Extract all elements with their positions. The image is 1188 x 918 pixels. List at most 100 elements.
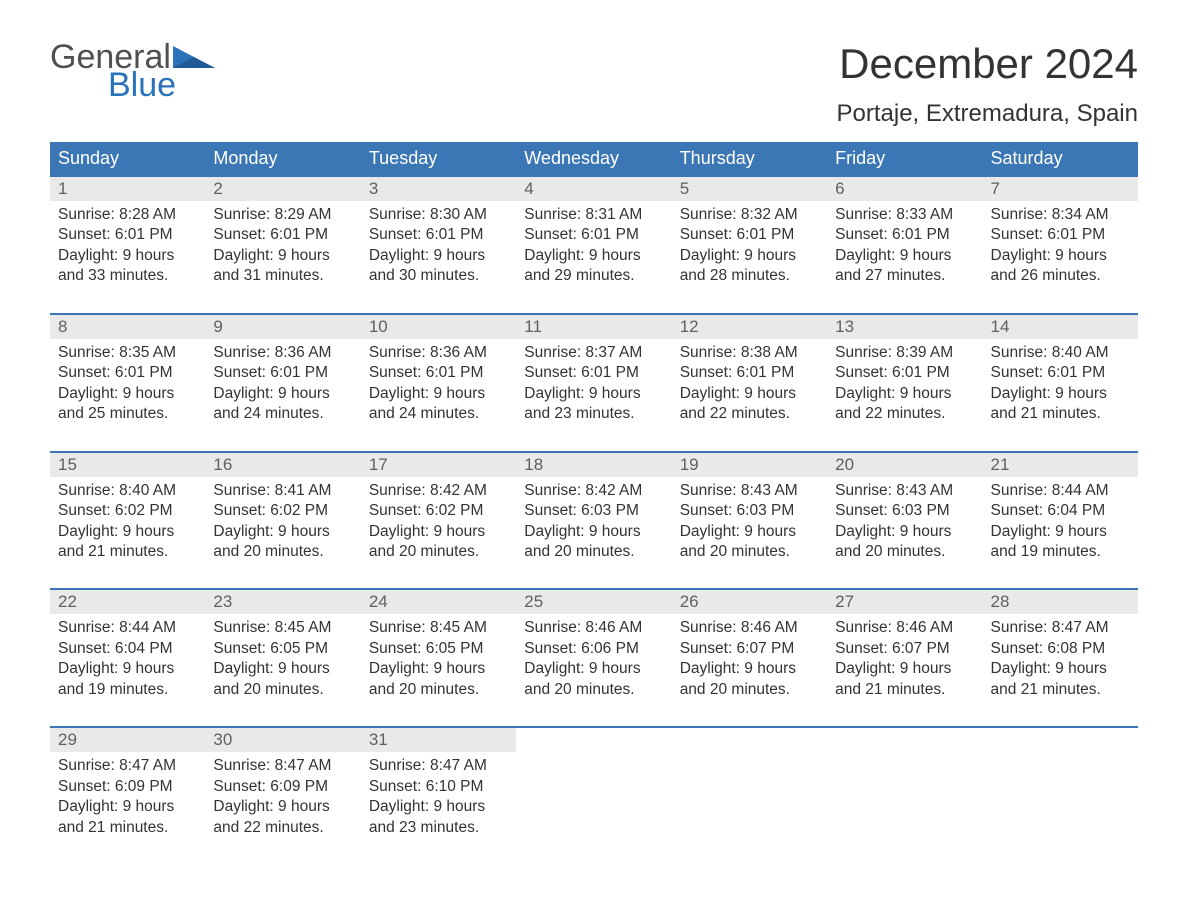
day-info: Sunrise: 8:37 AMSunset: 6:01 PMDaylight:… [516,339,671,452]
sunset-text: Sunset: 6:07 PM [835,639,974,659]
day-info: Sunrise: 8:36 AMSunset: 6:01 PMDaylight:… [361,339,516,452]
daylight-text: and 25 minutes. [58,404,197,424]
daylight-text: and 20 minutes. [369,680,508,700]
daylight-text: Daylight: 9 hours [835,246,974,266]
day-info: Sunrise: 8:29 AMSunset: 6:01 PMDaylight:… [205,201,360,314]
sunset-text: Sunset: 6:01 PM [369,363,508,383]
calendar-table: Sunday Monday Tuesday Wednesday Thursday… [50,142,1138,864]
day-number: 28 [983,589,1138,614]
sunrise-text: Sunrise: 8:47 AM [213,756,352,776]
sunset-text: Sunset: 6:01 PM [524,225,663,245]
day-number: 8 [50,314,205,339]
day-number [672,727,827,752]
week-info-row: Sunrise: 8:44 AMSunset: 6:04 PMDaylight:… [50,614,1138,727]
sunset-text: Sunset: 6:03 PM [680,501,819,521]
day-info: Sunrise: 8:47 AMSunset: 6:09 PMDaylight:… [205,752,360,864]
daylight-text: and 19 minutes. [58,680,197,700]
day-number: 2 [205,176,360,201]
month-title: December 2024 [837,40,1139,88]
day-header: Sunday [50,142,205,176]
location: Portaje, Extremadura, Spain [837,100,1139,128]
sunset-text: Sunset: 6:05 PM [369,639,508,659]
day-number: 6 [827,176,982,201]
daylight-text: Daylight: 9 hours [524,246,663,266]
daylight-text: Daylight: 9 hours [680,659,819,679]
sunset-text: Sunset: 6:07 PM [680,639,819,659]
day-number [827,727,982,752]
day-info: Sunrise: 8:44 AMSunset: 6:04 PMDaylight:… [50,614,205,727]
day-number: 12 [672,314,827,339]
day-number: 23 [205,589,360,614]
sunrise-text: Sunrise: 8:38 AM [680,343,819,363]
day-info: Sunrise: 8:46 AMSunset: 6:06 PMDaylight:… [516,614,671,727]
daylight-text: Daylight: 9 hours [991,384,1130,404]
day-number: 26 [672,589,827,614]
sunrise-text: Sunrise: 8:40 AM [58,481,197,501]
daylight-text: Daylight: 9 hours [213,384,352,404]
week-daynum-row: 293031 [50,727,1138,752]
daylight-text: Daylight: 9 hours [835,522,974,542]
sunrise-text: Sunrise: 8:40 AM [991,343,1130,363]
day-info: Sunrise: 8:40 AMSunset: 6:01 PMDaylight:… [983,339,1138,452]
daylight-text: Daylight: 9 hours [369,797,508,817]
day-number [983,727,1138,752]
day-info: Sunrise: 8:47 AMSunset: 6:08 PMDaylight:… [983,614,1138,727]
day-number: 13 [827,314,982,339]
sunrise-text: Sunrise: 8:42 AM [524,481,663,501]
sunrise-text: Sunrise: 8:33 AM [835,205,974,225]
sunset-text: Sunset: 6:01 PM [58,225,197,245]
logo: General Blue [50,40,215,102]
daylight-text: and 21 minutes. [835,680,974,700]
daylight-text: and 21 minutes. [58,542,197,562]
day-info [827,752,982,864]
sunset-text: Sunset: 6:04 PM [991,501,1130,521]
daylight-text: Daylight: 9 hours [213,522,352,542]
day-info: Sunrise: 8:28 AMSunset: 6:01 PMDaylight:… [50,201,205,314]
day-info: Sunrise: 8:35 AMSunset: 6:01 PMDaylight:… [50,339,205,452]
sunset-text: Sunset: 6:01 PM [369,225,508,245]
daylight-text: and 33 minutes. [58,266,197,286]
day-number: 29 [50,727,205,752]
sunrise-text: Sunrise: 8:47 AM [58,756,197,776]
sunset-text: Sunset: 6:03 PM [524,501,663,521]
day-header-row: Sunday Monday Tuesday Wednesday Thursday… [50,142,1138,176]
sunset-text: Sunset: 6:01 PM [835,363,974,383]
daylight-text: and 20 minutes. [680,542,819,562]
day-info: Sunrise: 8:45 AMSunset: 6:05 PMDaylight:… [361,614,516,727]
daylight-text: and 21 minutes. [58,818,197,838]
day-header: Thursday [672,142,827,176]
sunrise-text: Sunrise: 8:36 AM [213,343,352,363]
daylight-text: and 28 minutes. [680,266,819,286]
daylight-text: Daylight: 9 hours [835,384,974,404]
sunrise-text: Sunrise: 8:47 AM [369,756,508,776]
day-number: 9 [205,314,360,339]
day-info: Sunrise: 8:41 AMSunset: 6:02 PMDaylight:… [205,477,360,590]
day-number: 3 [361,176,516,201]
daylight-text: and 23 minutes. [524,404,663,424]
day-number: 31 [361,727,516,752]
sunrise-text: Sunrise: 8:47 AM [991,618,1130,638]
daylight-text: Daylight: 9 hours [680,384,819,404]
sunset-text: Sunset: 6:01 PM [213,363,352,383]
sunset-text: Sunset: 6:08 PM [991,639,1130,659]
day-info: Sunrise: 8:47 AMSunset: 6:10 PMDaylight:… [361,752,516,864]
sunset-text: Sunset: 6:06 PM [524,639,663,659]
day-number: 16 [205,452,360,477]
day-info: Sunrise: 8:43 AMSunset: 6:03 PMDaylight:… [827,477,982,590]
day-info: Sunrise: 8:46 AMSunset: 6:07 PMDaylight:… [672,614,827,727]
day-number: 11 [516,314,671,339]
sunset-text: Sunset: 6:01 PM [213,225,352,245]
daylight-text: Daylight: 9 hours [835,659,974,679]
daylight-text: Daylight: 9 hours [524,659,663,679]
sunrise-text: Sunrise: 8:42 AM [369,481,508,501]
sunset-text: Sunset: 6:05 PM [213,639,352,659]
day-info [983,752,1138,864]
daylight-text: and 21 minutes. [991,404,1130,424]
day-info: Sunrise: 8:31 AMSunset: 6:01 PMDaylight:… [516,201,671,314]
day-number [516,727,671,752]
day-info: Sunrise: 8:42 AMSunset: 6:02 PMDaylight:… [361,477,516,590]
daylight-text: and 24 minutes. [213,404,352,424]
sunset-text: Sunset: 6:01 PM [991,363,1130,383]
daylight-text: and 20 minutes. [213,680,352,700]
sunrise-text: Sunrise: 8:34 AM [991,205,1130,225]
